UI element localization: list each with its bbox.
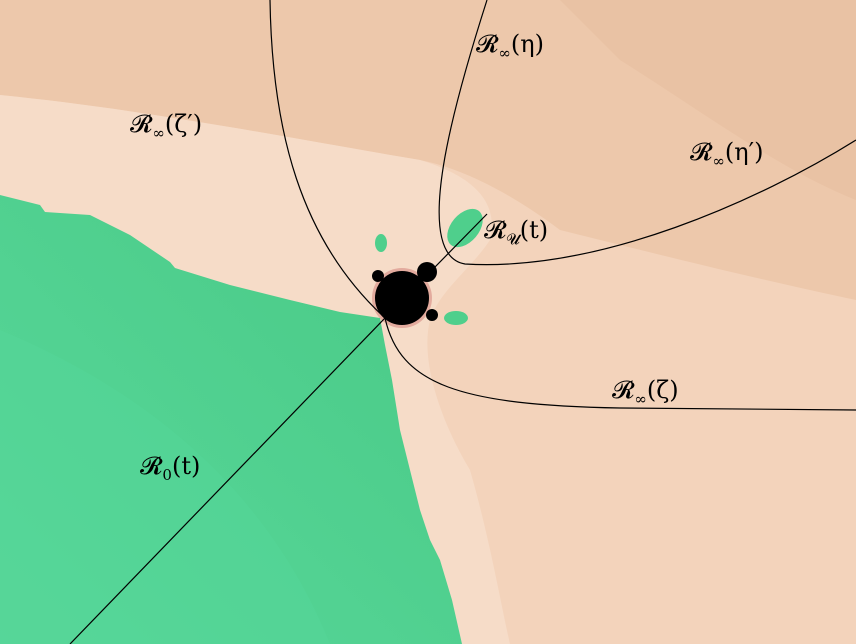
ray: [69, 317, 386, 644]
ray: [438, 0, 856, 266]
ray-label: 𝓡𝓤(t): [484, 216, 548, 248]
green-lobe: [447, 208, 483, 248]
mandelbrot-bulb: [426, 309, 438, 321]
outer-region-dark: [560, 0, 856, 200]
ray-label: 𝓡∞(η): [476, 30, 544, 62]
ray: [384, 317, 856, 411]
ray: [384, 213, 488, 319]
ray-label: 𝓡∞(ζ): [612, 376, 679, 408]
outer-region: [0, 0, 856, 300]
green-inner: [0, 330, 330, 644]
mandelbrot-bulb: [372, 270, 384, 282]
ray: [269, 0, 386, 319]
ray-label: 𝓡0(t): [140, 452, 200, 484]
mandelbrot-blob: [375, 271, 429, 325]
ray-label: 𝓡∞(ζ′): [130, 110, 202, 142]
green-lobe: [375, 234, 387, 252]
mandelbrot-bulb: [417, 262, 437, 282]
green-lobe: [444, 311, 468, 325]
ray-label: 𝓡∞(η′): [690, 138, 763, 170]
